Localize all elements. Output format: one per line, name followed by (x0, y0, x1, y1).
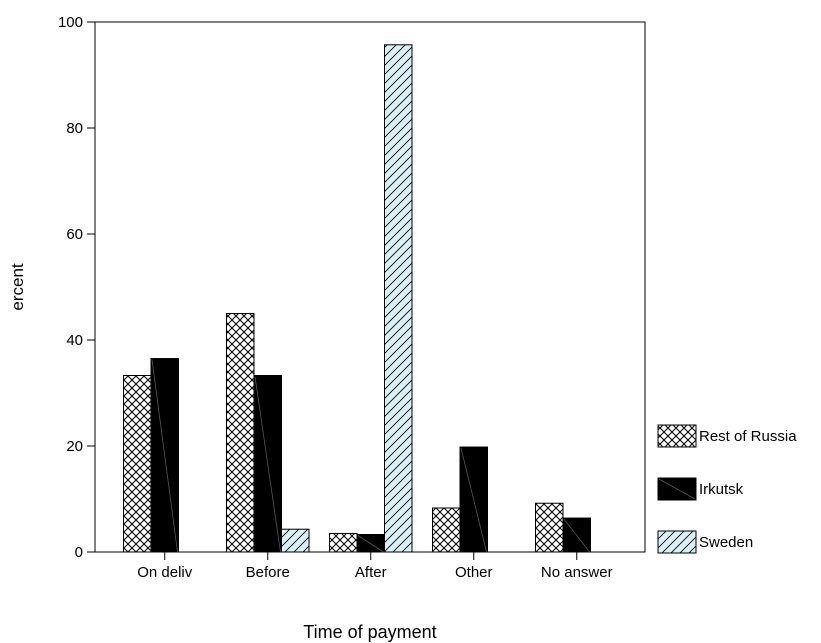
bar-rest-of-russia-before (226, 313, 255, 553)
y-tick-label: 20 (66, 438, 83, 455)
x-axis-label: Time of payment (303, 622, 436, 642)
x-tick-label: No answer (541, 564, 613, 581)
legend-swatch (657, 424, 697, 448)
bar-highlight (357, 535, 384, 553)
x-tick-label: After (355, 564, 387, 581)
bar-highlight (563, 518, 590, 553)
bar-sweden-after (384, 44, 413, 553)
bar-rest-of-russia-other (432, 507, 461, 553)
bar-rest-of-russia-on-deliv (123, 375, 152, 553)
legend-label: Irkutsk (699, 481, 744, 498)
y-tick-label: 0 (75, 544, 83, 561)
y-ticks: 0 20 40 60 80 100 (58, 14, 95, 561)
bar-highlight (254, 376, 281, 553)
bar-rest-of-russia-after (329, 532, 358, 553)
bar-rest-of-russia-no-answer (535, 502, 564, 553)
x-ticks: On deliv Before After Other No answer (137, 552, 613, 581)
legend-label: Sweden (699, 534, 753, 551)
bars (123, 44, 591, 553)
legend-swatch (657, 530, 697, 554)
legend-label: Rest of Russia (699, 428, 797, 445)
y-tick-label: 40 (66, 332, 83, 349)
y-tick-label: 60 (66, 226, 83, 243)
legend-swatch-highlight (658, 478, 696, 500)
x-tick-label: On deliv (137, 564, 193, 581)
x-tick-label: Before (246, 564, 290, 581)
y-tick-label: 100 (58, 14, 83, 31)
bar-sweden-before (281, 528, 310, 553)
bar-highlight (151, 359, 178, 553)
y-axis-label: ercent (8, 263, 27, 311)
y-tick-label: 80 (66, 120, 83, 137)
x-tick-label: Other (455, 564, 493, 581)
bar-highlight (460, 447, 487, 553)
legend: Rest of Russia Irkutsk Sweden (657, 424, 797, 554)
